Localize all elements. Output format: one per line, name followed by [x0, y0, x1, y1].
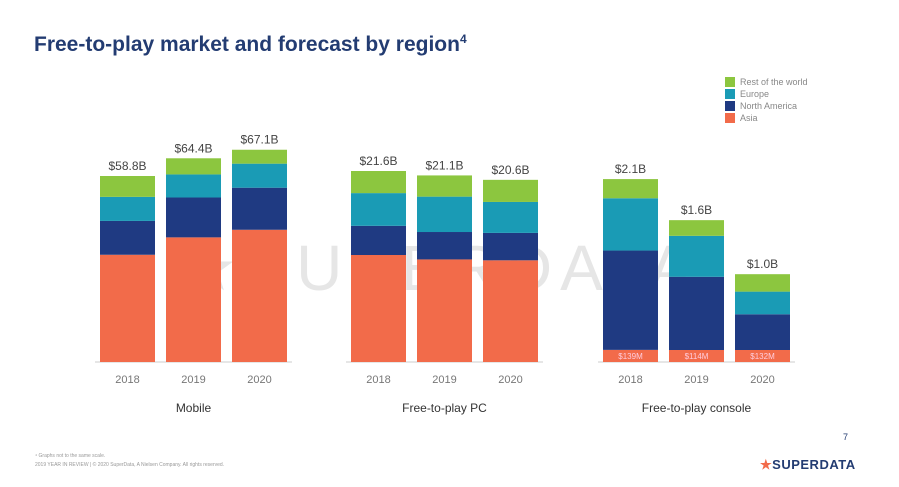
- bar-segment-europe: [417, 196, 472, 233]
- total-label: $20.6B: [491, 163, 529, 177]
- bar-segment-rest-of-the-world: [483, 179, 538, 202]
- legend-item: Asia: [725, 112, 808, 124]
- bar-segment-europe: [483, 201, 538, 233]
- bar-segment-rest-of-the-world: [100, 176, 155, 197]
- total-label: $1.6B: [681, 203, 712, 217]
- bar-segment-north-america: [100, 220, 155, 255]
- bar-segment-europe: [735, 291, 790, 315]
- bar-segment-north-america: [483, 232, 538, 261]
- x-tick-label: 2020: [498, 374, 522, 386]
- x-tick-label: 2018: [115, 374, 139, 386]
- bar-segment-north-america: [603, 250, 658, 350]
- bar-segment-rest-of-the-world: [735, 274, 790, 292]
- segment-label: $132M: [750, 352, 775, 361]
- group-title: Mobile: [176, 401, 212, 415]
- legend-swatch: [725, 77, 735, 87]
- star-icon: ★: [760, 457, 773, 472]
- legend-item: North America: [725, 100, 808, 112]
- copyright: 2019 YEAR IN REVIEW | © 2020 SuperData, …: [35, 462, 225, 468]
- total-label: $64.4B: [174, 141, 212, 155]
- x-tick-label: 2020: [750, 374, 774, 386]
- x-tick-label: 2018: [618, 374, 642, 386]
- total-label: $21.6B: [359, 154, 397, 168]
- bar-segment-asia: [351, 255, 406, 362]
- bar-segment-rest-of-the-world: [669, 220, 724, 236]
- group-title: Free-to-play PC: [402, 401, 487, 415]
- total-label: $21.1B: [425, 158, 463, 172]
- x-tick-label: 2020: [247, 374, 271, 386]
- segment-label: $139M: [618, 352, 643, 361]
- bar-segment-asia: [166, 237, 221, 362]
- legend-label: Europe: [740, 89, 770, 99]
- bar-segment-rest-of-the-world: [351, 171, 406, 194]
- bar-segment-europe: [669, 235, 724, 277]
- total-label: $58.8B: [108, 159, 146, 173]
- bar-segment-europe: [232, 163, 287, 188]
- segment-label: $114M: [685, 352, 709, 361]
- bar-segment-north-america: [735, 314, 790, 350]
- legend-item: Europe: [725, 88, 808, 100]
- bar-segment-asia: [232, 229, 287, 362]
- bar-segment-europe: [603, 198, 658, 251]
- legend-label: Asia: [740, 113, 758, 123]
- x-tick-label: 2019: [181, 374, 205, 386]
- legend-swatch: [725, 89, 735, 99]
- legend-swatch: [725, 101, 735, 111]
- page-title: Free-to-play market and forecast by regi…: [34, 32, 467, 56]
- bar-segment-rest-of-the-world: [603, 179, 658, 199]
- footer: ⁴ Graphs not to the same scale. 2019 YEA…: [35, 452, 224, 470]
- page-number: 7: [843, 432, 849, 442]
- bar-segment-asia: [483, 260, 538, 362]
- legend-label: North America: [740, 101, 798, 111]
- total-label: $2.1B: [615, 162, 646, 176]
- total-label: $1.0B: [747, 257, 778, 271]
- bar-segment-north-america: [351, 225, 406, 256]
- bar-segment-europe: [100, 196, 155, 221]
- bar-segment-north-america: [417, 232, 472, 260]
- superdata-logo: ★SUPERDATA: [760, 457, 856, 472]
- bar-segment-north-america: [232, 187, 287, 230]
- bar-segment-asia: [100, 254, 155, 362]
- bar-segment-rest-of-the-world: [232, 149, 287, 164]
- group-title: Free-to-play console: [642, 401, 752, 415]
- total-label: $67.1B: [240, 133, 278, 147]
- bar-segment-europe: [351, 193, 406, 226]
- bar-segment-asia: [669, 350, 724, 362]
- x-tick-label: 2019: [432, 374, 456, 386]
- footnote: ⁴ Graphs not to the same scale.: [35, 453, 106, 459]
- bar-segment-asia: [735, 350, 790, 362]
- bar-segment-asia: [603, 349, 658, 362]
- bar-segment-rest-of-the-world: [417, 175, 472, 197]
- bar-segment-rest-of-the-world: [166, 158, 221, 175]
- legend-label: Rest of the world: [740, 77, 808, 87]
- x-tick-label: 2019: [684, 374, 708, 386]
- legend: Rest of the world Europe North America Asia: [725, 76, 808, 124]
- bar-segment-north-america: [166, 197, 221, 238]
- bar-segment-europe: [166, 174, 221, 198]
- legend-item: Rest of the world: [725, 76, 808, 88]
- bar-segment-north-america: [669, 276, 724, 350]
- x-tick-label: 2018: [366, 374, 390, 386]
- bar-segment-asia: [417, 259, 472, 362]
- legend-swatch: [725, 113, 735, 123]
